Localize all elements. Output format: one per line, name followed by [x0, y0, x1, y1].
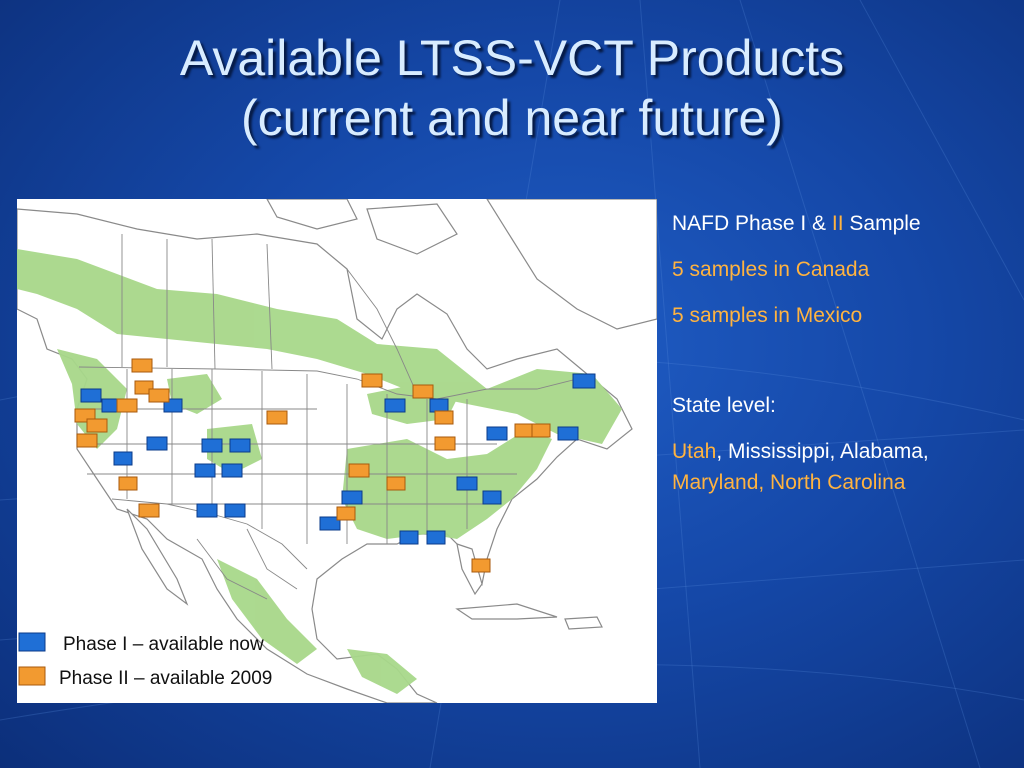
state-ms-al: , Mississippi, Alabama, — [716, 440, 929, 463]
slide-title: Available LTSS-VCT Products (current and… — [0, 28, 1024, 148]
map-legend: Phase I – available now Phase II – avail… — [18, 632, 272, 689]
state-md-nc: Maryland, North Carolina — [672, 471, 906, 494]
side-panel: NAFD Phase I & II Sample 5 samples in Ca… — [672, 208, 1017, 513]
legend-phase2-label: Phase II – available 2009 — [59, 668, 272, 689]
sample-heading-phase2: II — [831, 212, 844, 235]
phase1-tiles — [80, 373, 596, 545]
spacer — [672, 346, 1017, 390]
state-utah: Utah — [672, 440, 717, 463]
title-line-2: (current and near future) — [241, 90, 783, 146]
phase2-tiles — [74, 358, 551, 573]
canada-samples: 5 samples in Canada — [672, 258, 870, 281]
state-level-heading: State level: — [672, 394, 776, 417]
state-list: Utah, Mississippi, Alabama, Maryland, No… — [672, 436, 1017, 498]
legend-phase2-swatch — [18, 666, 46, 686]
map-canvas: Phase I – available now Phase II – avail… — [17, 199, 657, 703]
sample-heading-c: Sample — [843, 212, 921, 235]
title-line-1: Available LTSS-VCT Products — [179, 30, 845, 86]
sample-heading: NAFD Phase I & II Sample — [672, 208, 1017, 239]
mexico-samples: 5 samples in Mexico — [672, 304, 863, 327]
north-america-map: Phase I – available now Phase II – avail… — [17, 199, 657, 703]
legend-phase1-swatch — [18, 632, 46, 652]
legend-phase1-label: Phase I – available now — [63, 634, 264, 655]
sample-heading-a: NAFD Phase I & — [672, 212, 832, 235]
